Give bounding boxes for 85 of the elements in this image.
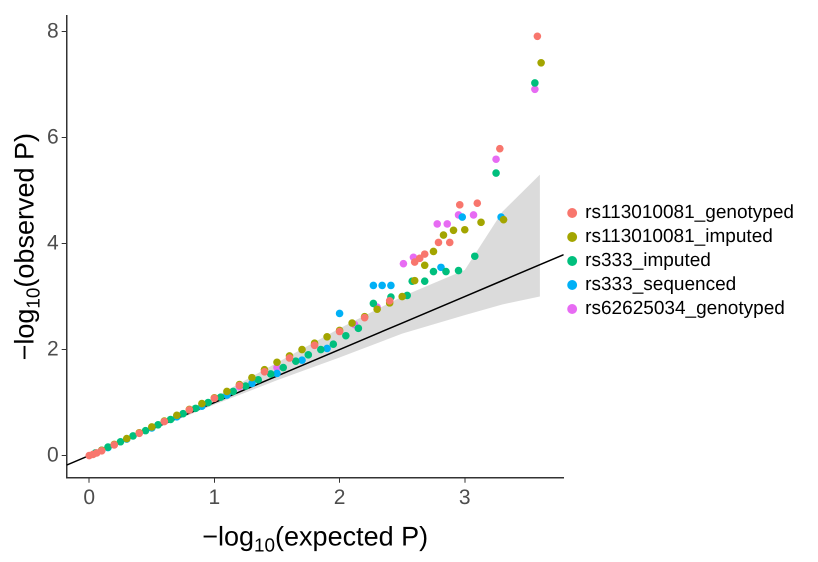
x-tick-label: 0 <box>83 486 96 510</box>
point <box>248 374 256 382</box>
y-axis-title: −log10(observed P) <box>9 133 44 360</box>
point <box>420 277 429 285</box>
point <box>260 368 268 376</box>
legend-label: rs333_sequenced <box>585 274 736 296</box>
point <box>142 426 150 434</box>
point <box>470 211 478 219</box>
point <box>531 79 539 87</box>
point <box>433 220 442 228</box>
y-tick-label: 6 <box>46 125 59 148</box>
point <box>330 340 338 348</box>
point <box>154 420 162 429</box>
point <box>460 226 469 234</box>
point <box>273 358 281 366</box>
point <box>292 357 300 365</box>
point <box>492 169 500 177</box>
legend-label: rs333_imputed <box>585 250 711 272</box>
legend-label: rs113010081_genotyped <box>585 202 794 224</box>
point <box>378 282 386 290</box>
y-tick-label: 2 <box>46 337 59 360</box>
point <box>477 218 485 226</box>
point <box>373 305 381 314</box>
point <box>496 144 504 152</box>
point <box>204 398 212 406</box>
x-tick-label: 2 <box>334 486 346 510</box>
point <box>370 300 378 308</box>
point <box>116 438 124 446</box>
point <box>223 388 231 396</box>
point <box>266 370 275 378</box>
point <box>492 155 500 164</box>
point <box>317 346 325 354</box>
point <box>348 319 356 327</box>
point <box>434 238 442 246</box>
y-tick-label: 8 <box>46 19 59 42</box>
legend-label: rs62625034_genotyped <box>585 298 785 320</box>
point <box>216 393 224 402</box>
point <box>410 276 418 284</box>
point <box>242 382 250 390</box>
point <box>298 356 306 364</box>
point <box>458 213 466 221</box>
point <box>354 324 362 332</box>
point <box>192 404 200 412</box>
point <box>370 282 378 290</box>
point <box>179 410 187 418</box>
point <box>437 264 445 272</box>
point <box>398 292 406 300</box>
point <box>342 332 350 340</box>
x-tick-label: 1 <box>208 486 220 510</box>
point <box>456 201 464 209</box>
point <box>443 220 452 228</box>
point <box>254 376 262 384</box>
point <box>279 364 288 372</box>
y-tick-label: 0 <box>46 443 59 466</box>
point <box>229 388 237 396</box>
point <box>470 252 479 260</box>
point <box>420 250 429 258</box>
legend-label: rs113010081_imputed <box>585 226 773 248</box>
point <box>400 260 408 268</box>
point <box>473 199 482 208</box>
point <box>304 351 312 359</box>
point <box>387 282 395 290</box>
point <box>166 416 174 424</box>
point <box>323 344 331 352</box>
point <box>537 58 545 67</box>
point <box>298 346 306 354</box>
point <box>440 231 448 239</box>
point <box>336 310 344 318</box>
x-tick-label: 3 <box>458 486 471 510</box>
point <box>410 258 418 266</box>
point <box>531 85 539 94</box>
point <box>323 333 331 341</box>
point <box>198 400 206 408</box>
y-tick-label: 4 <box>46 231 59 254</box>
point <box>420 261 429 270</box>
point <box>500 216 508 224</box>
point <box>416 254 424 262</box>
point <box>454 266 462 274</box>
point <box>430 248 438 256</box>
point <box>450 226 458 234</box>
point <box>442 268 450 276</box>
point <box>446 238 454 246</box>
point <box>534 32 542 40</box>
point <box>386 296 394 305</box>
point <box>430 268 438 276</box>
